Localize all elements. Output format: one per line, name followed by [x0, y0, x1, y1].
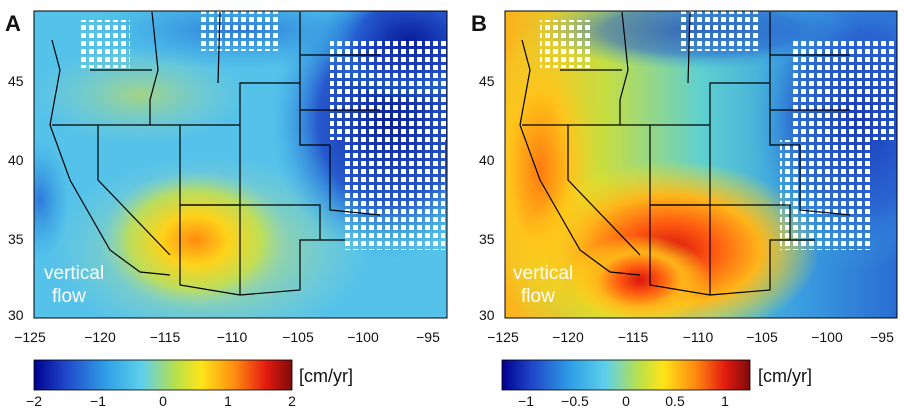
- lon-tick: −105: [746, 329, 778, 345]
- panel-a-frame: [33, 10, 448, 319]
- colorbar-tick: 0: [159, 393, 167, 409]
- lat-tick: 35: [479, 231, 495, 247]
- lon-tick: −100: [347, 329, 379, 345]
- panel-a-lat-ticks: 45 40 35 30: [8, 73, 24, 323]
- lon-tick: −110: [683, 329, 714, 345]
- colorbar-tick: 0: [622, 393, 630, 409]
- lat-tick: 40: [8, 152, 24, 168]
- lon-tick: −115: [618, 329, 649, 345]
- panel-a-borders: [49, 11, 381, 296]
- panel-b: B 45 40 35 30 −125 −120 −115 −110 −105 −…: [471, 10, 898, 409]
- panel-a-letter: A: [5, 11, 21, 36]
- lon-tick: −120: [552, 329, 584, 345]
- panel-b-lon-ticks: −125 −120 −115 −110 −105 −100 −95: [487, 329, 894, 345]
- lon-tick: −95: [416, 329, 440, 345]
- lon-tick: −125: [487, 329, 519, 345]
- colorbar-unit: [cm/yr]: [758, 366, 812, 386]
- lon-tick: −125: [14, 329, 46, 345]
- panel-b-label-line2: flow: [521, 286, 555, 307]
- panel-b-colorbar: [cm/yr] −1 −0.5 0 0.5 1: [501, 359, 812, 409]
- panel-b-borders: [519, 11, 851, 296]
- lat-tick: 30: [479, 307, 495, 323]
- colorbar-tick: −0.5: [561, 393, 589, 409]
- lat-tick: 45: [479, 73, 495, 89]
- panel-b-letter: B: [471, 11, 487, 36]
- panel-a: A 45 40 35 30 −125 −120 −115 −110 −105 −…: [5, 10, 448, 409]
- lat-tick: 35: [8, 231, 24, 247]
- panel-b-lat-ticks: 45 40 35 30: [479, 73, 495, 323]
- lat-tick: 45: [8, 73, 24, 89]
- colorbar-tick: 2: [288, 393, 296, 409]
- panel-b-label-line1: vertical: [513, 263, 573, 284]
- panel-a-colorbar: [cm/yr] −2 −1 0 1 2: [26, 359, 353, 409]
- lon-tick: −95: [870, 329, 894, 345]
- lon-tick: −115: [150, 329, 181, 345]
- colorbar-tick: −2: [26, 393, 42, 409]
- lon-tick: −105: [282, 329, 314, 345]
- lat-tick: 40: [479, 152, 495, 168]
- colorbar-unit: [cm/yr]: [299, 366, 353, 386]
- panel-a-lon-ticks: −125 −120 −115 −110 −105 −100 −95: [14, 329, 440, 345]
- lon-tick: −120: [84, 329, 116, 345]
- colorbar-tick: 0.5: [665, 393, 685, 409]
- colorbar-tick: 1: [224, 393, 232, 409]
- colorbar-tick: −1: [90, 393, 106, 409]
- colorbar-gradient: [501, 359, 751, 391]
- lon-tick: −100: [811, 329, 843, 345]
- colorbar-gradient: [33, 359, 293, 391]
- lon-tick: −110: [217, 329, 248, 345]
- panel-b-frame: [504, 10, 898, 319]
- lat-tick: 30: [8, 307, 24, 323]
- colorbar-tick: 1: [721, 393, 729, 409]
- colorbar-tick: −1: [518, 393, 534, 409]
- panel-a-label-line2: flow: [52, 286, 86, 307]
- panel-a-label-line1: vertical: [44, 263, 104, 284]
